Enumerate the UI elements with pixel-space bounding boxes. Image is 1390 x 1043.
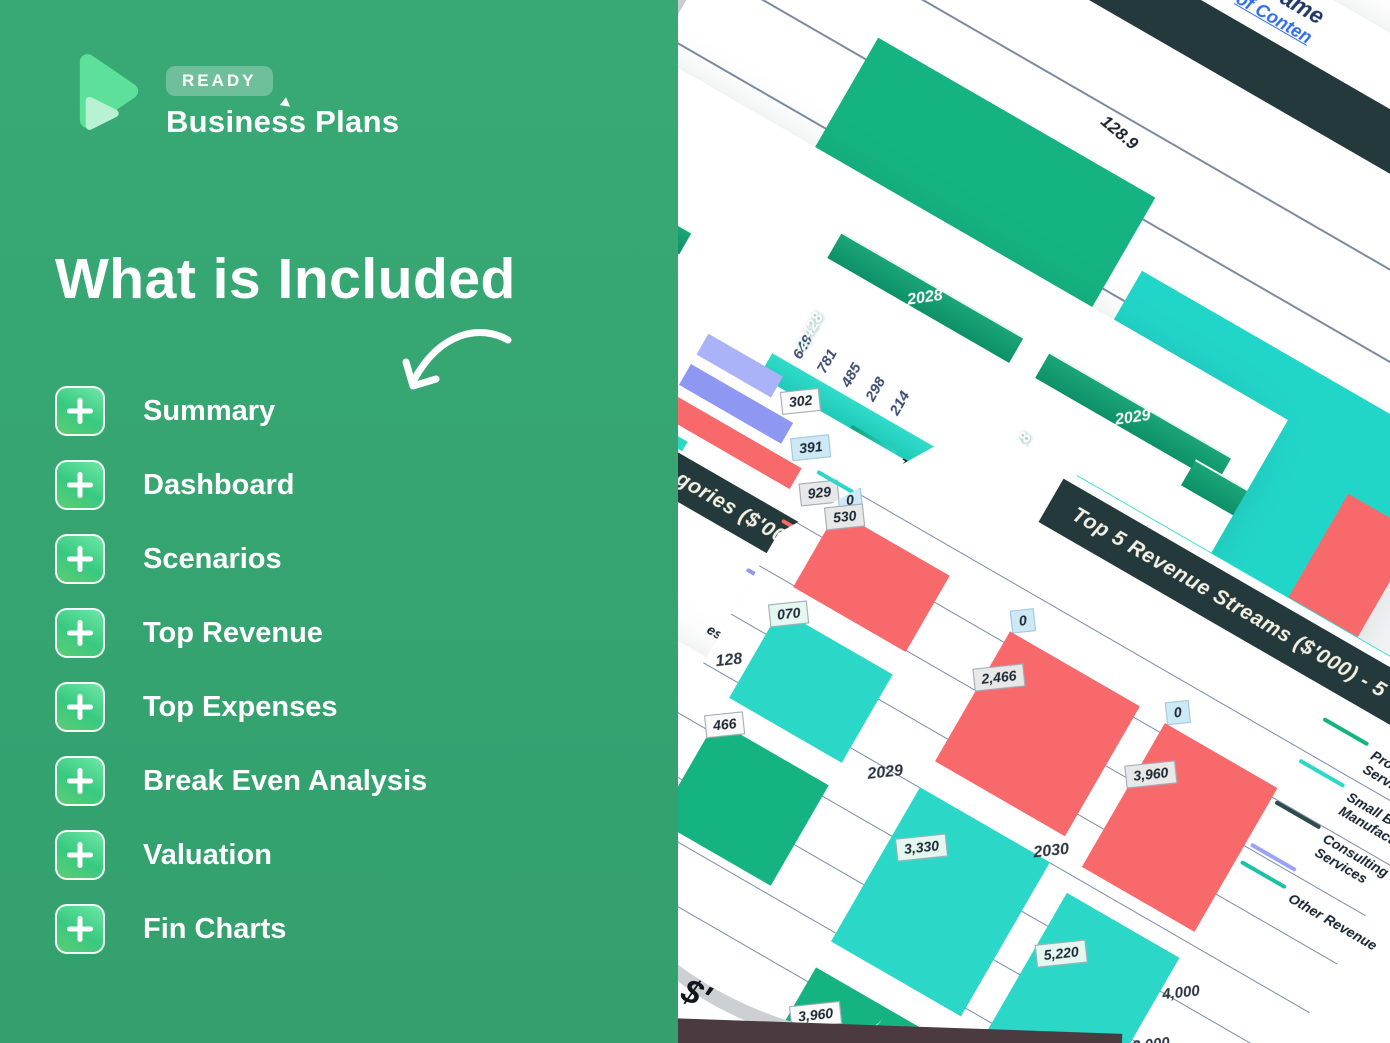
plus-icon	[55, 534, 105, 584]
logo: READY Business Plans	[74, 52, 399, 140]
bar-label: 466	[704, 711, 746, 738]
plus-icon	[55, 386, 105, 436]
plus-icon	[55, 830, 105, 880]
feature-label: Break Even Analysis	[143, 764, 428, 797]
plus-icon	[55, 904, 105, 954]
curved-arrow-icon	[396, 326, 514, 404]
bar-label: 0	[1010, 608, 1036, 633]
axis-year-2029: 2029	[866, 762, 904, 783]
page-title: What is Included	[55, 247, 516, 311]
feature-scenarios: Scenarios	[55, 534, 427, 584]
feature-top-expenses: Top Expenses	[55, 682, 427, 732]
feature-summary: Summary	[55, 386, 427, 436]
year-header: 2029	[1114, 406, 1152, 429]
bar-label: 530	[824, 503, 866, 530]
bar-label: 070	[768, 600, 810, 627]
plus-icon	[55, 682, 105, 732]
play-logo-icon	[79, 54, 139, 130]
bar-label: 3,330	[895, 833, 948, 861]
feature-label: Top Expenses	[143, 690, 338, 723]
feature-label: Fin Charts	[143, 912, 287, 945]
plus-icon	[55, 608, 105, 658]
bar-label: 5,220	[1035, 940, 1088, 968]
plus-icon	[55, 460, 105, 510]
brand-name: Business Plans	[166, 97, 399, 140]
feature-list: Summary Dashboard Scenarios Top Revenue …	[55, 386, 427, 954]
feature-label: Top Revenue	[143, 616, 323, 649]
bar-label: 391	[790, 433, 832, 461]
bar-label: 0	[1165, 700, 1191, 725]
plus-icon	[55, 756, 105, 806]
feature-label: Valuation	[143, 838, 272, 871]
feature-dashboard: Dashboard	[55, 460, 427, 510]
year-header: 2028	[906, 286, 944, 309]
line-marker-icon	[1298, 759, 1345, 788]
feature-label: Summary	[143, 394, 276, 427]
feature-fin-charts: Fin Charts	[55, 904, 427, 954]
partial-number: 31	[678, 134, 682, 158]
screenshot-collage: ame of Conten 128.9 31 20 2028 649	[678, 0, 1390, 1043]
bar-label: 3,960	[1124, 760, 1177, 788]
feature-label: Scenarios	[143, 542, 282, 575]
feature-label: Dashboard	[143, 468, 295, 501]
partial-year-band: 20	[678, 126, 693, 255]
ready-badge: READY	[166, 66, 273, 96]
feature-top-revenue: Top Revenue	[55, 608, 427, 658]
left-panel: READY Business Plans What is Included Su…	[0, 0, 678, 1043]
bar-label: 302	[780, 387, 822, 415]
feature-break-even: Break Even Analysis	[55, 756, 427, 806]
cover-bar-label: 128.9	[1097, 111, 1142, 154]
partial-year-label: 20	[678, 224, 679, 244]
axis-year-2030: 2030	[1032, 840, 1070, 862]
left-axis-label: 128	[714, 650, 744, 671]
feature-valuation: Valuation	[55, 830, 427, 880]
line-marker-icon	[1274, 800, 1321, 829]
bar-label: 2,466	[972, 663, 1025, 691]
